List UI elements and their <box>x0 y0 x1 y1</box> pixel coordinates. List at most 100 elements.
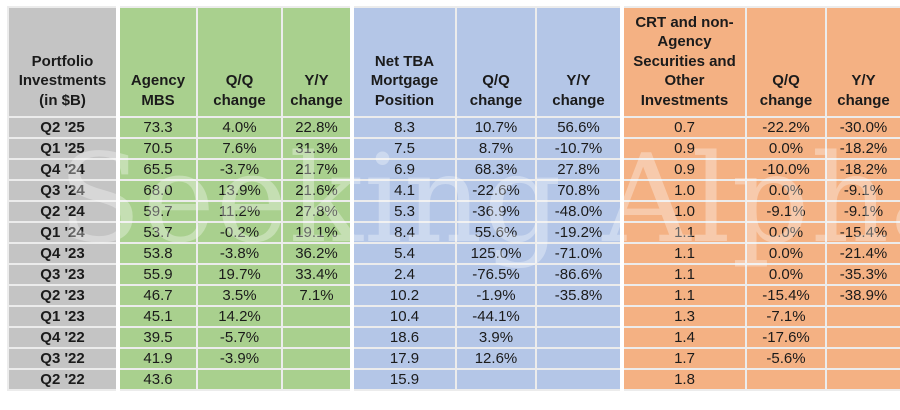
table-cell: 5.3 <box>350 200 457 223</box>
table-cell <box>535 326 623 349</box>
table-cell: -86.6% <box>535 263 623 286</box>
row-label: Q1 '24 <box>7 221 119 244</box>
table-cell: 55.9 <box>116 263 198 286</box>
table-cell: 8.3 <box>350 116 457 139</box>
table-cell: 3.9% <box>455 326 537 349</box>
table-cell: 1.0 <box>620 200 747 223</box>
table-cell: -35.3% <box>825 263 900 286</box>
table-cell: 70.5 <box>116 137 198 160</box>
table-row: Q2 '24 59.7 11.2% 27.8% 5.3 -36.9% -48.0… <box>7 200 900 223</box>
row-label: Q2 '22 <box>7 368 119 391</box>
table-cell: -9.1% <box>825 179 900 202</box>
row-label: Q3 '22 <box>7 347 119 370</box>
table-row: Q3 '23 55.9 19.7% 33.4% 2.4 -76.5% -86.6… <box>7 263 900 286</box>
table-row: Q3 '24 68.0 13.9% 21.6% 4.1 -22.6% 70.8%… <box>7 179 900 202</box>
table-cell <box>281 368 353 391</box>
column-header-crt-qq-change: Q/Q change <box>745 6 827 118</box>
table-cell: -17.6% <box>745 326 827 349</box>
table-cell: -30.0% <box>825 116 900 139</box>
table-row: Q2 '23 46.7 3.5% 7.1% 10.2 -1.9% -35.8% … <box>7 284 900 307</box>
table-cell: 68.3% <box>455 158 537 181</box>
table-cell: -19.2% <box>535 221 623 244</box>
table-cell: 33.4% <box>281 263 353 286</box>
row-label: Q1 '25 <box>7 137 119 160</box>
table-cell: 1.1 <box>620 263 747 286</box>
table-cell: -38.9% <box>825 284 900 307</box>
table-cell <box>825 326 900 349</box>
table-cell: 3.5% <box>196 284 283 307</box>
table-cell: -3.7% <box>196 158 283 181</box>
table-row: Q1 '25 70.5 7.6% 31.3% 7.5 8.7% -10.7% 0… <box>7 137 900 160</box>
table-cell: -48.0% <box>535 200 623 223</box>
table-cell: 8.4 <box>350 221 457 244</box>
table-cell: 19.1% <box>281 221 353 244</box>
column-header-agency-yy-change: Y/Y change <box>281 6 353 118</box>
table-cell: 6.9 <box>350 158 457 181</box>
row-label: Q3 '24 <box>7 179 119 202</box>
table-row: Q2 '25 73.3 4.0% 22.8% 8.3 10.7% 56.6% 0… <box>7 116 900 139</box>
table-cell: 7.6% <box>196 137 283 160</box>
table-cell: 8.7% <box>455 137 537 160</box>
table-cell: -3.8% <box>196 242 283 265</box>
table-cell: 10.2 <box>350 284 457 307</box>
column-header-agency-qq-change: Q/Q change <box>196 6 283 118</box>
table-cell: 125.0% <box>455 242 537 265</box>
table-cell: 70.8% <box>535 179 623 202</box>
row-label: Q1 '23 <box>7 305 119 328</box>
table-cell: 27.8% <box>535 158 623 181</box>
table-cell: -35.8% <box>535 284 623 307</box>
table-cell: -7.1% <box>745 305 827 328</box>
table-cell: -3.9% <box>196 347 283 370</box>
table-cell <box>825 305 900 328</box>
table-cell: 4.0% <box>196 116 283 139</box>
row-label: Q2 '23 <box>7 284 119 307</box>
table-row: Q3 '22 41.9 -3.9% 17.9 12.6% 1.7 -5.6% <box>7 347 900 370</box>
table-cell: 18.6 <box>350 326 457 349</box>
row-label: Q4 '23 <box>7 242 119 265</box>
table-cell: 1.3 <box>620 305 747 328</box>
table-cell: 46.7 <box>116 284 198 307</box>
table-cell: 43.6 <box>116 368 198 391</box>
table-cell: 53.8 <box>116 242 198 265</box>
table-cell: -18.2% <box>825 158 900 181</box>
table-cell: 65.5 <box>116 158 198 181</box>
table-cell <box>455 368 537 391</box>
table-cell <box>535 347 623 370</box>
table-cell: -44.1% <box>455 305 537 328</box>
table-body: Q2 '25 73.3 4.0% 22.8% 8.3 10.7% 56.6% 0… <box>7 116 900 391</box>
table-cell <box>281 347 353 370</box>
table-cell: 0.9 <box>620 158 747 181</box>
table-cell: 1.8 <box>620 368 747 391</box>
column-header-tba-qq-change: Q/Q change <box>455 6 537 118</box>
header-row: Portfolio Investments (in $B) Agency MBS… <box>7 6 900 118</box>
column-header-tba-yy-change: Y/Y change <box>535 6 623 118</box>
table-row: Q4 '24 65.5 -3.7% 21.7% 6.9 68.3% 27.8% … <box>7 158 900 181</box>
table-cell: -5.6% <box>745 347 827 370</box>
table-cell: 41.9 <box>116 347 198 370</box>
table-cell: 53.7 <box>116 221 198 244</box>
table-cell: 39.5 <box>116 326 198 349</box>
table-cell: 0.7 <box>620 116 747 139</box>
table-cell: -36.9% <box>455 200 537 223</box>
table-cell: -9.1% <box>825 200 900 223</box>
table-cell <box>196 368 283 391</box>
column-header-crt-investments: CRT and non-Agency Securities and Other … <box>620 6 747 118</box>
table-cell: -15.4% <box>825 221 900 244</box>
table-header: Portfolio Investments (in $B) Agency MBS… <box>7 6 900 118</box>
table-cell: 0.0% <box>745 179 827 202</box>
table-cell: 14.2% <box>196 305 283 328</box>
table-cell <box>281 305 353 328</box>
table-cell: -22.6% <box>455 179 537 202</box>
table-cell: 15.9 <box>350 368 457 391</box>
column-header-crt-yy-change: Y/Y change <box>825 6 900 118</box>
table-cell: 10.4 <box>350 305 457 328</box>
table-cell: 22.8% <box>281 116 353 139</box>
row-label: Q2 '25 <box>7 116 119 139</box>
table-cell: 45.1 <box>116 305 198 328</box>
table-cell <box>281 326 353 349</box>
table-row: Q1 '24 53.7 -0.2% 19.1% 8.4 55.6% -19.2%… <box>7 221 900 244</box>
table-cell: 13.9% <box>196 179 283 202</box>
table-cell: 59.7 <box>116 200 198 223</box>
table-cell: -5.7% <box>196 326 283 349</box>
table-row: Q2 '22 43.6 15.9 1.8 <box>7 368 900 391</box>
